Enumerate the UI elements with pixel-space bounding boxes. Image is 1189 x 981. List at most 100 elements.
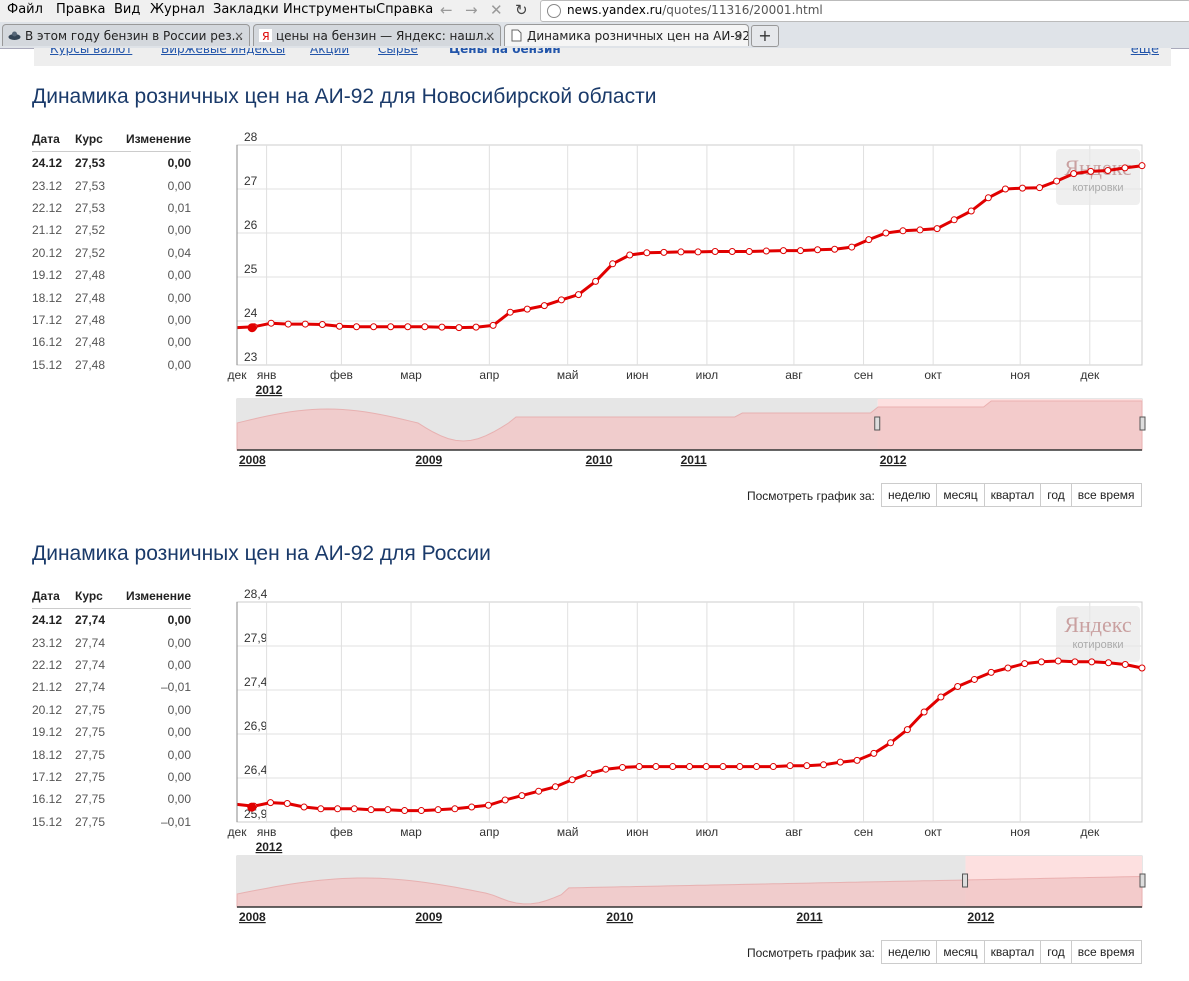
data-point	[626, 251, 634, 259]
subnav-commodities[interactable]: Сырье	[378, 48, 418, 56]
menu-bookmarks[interactable]: Закладки	[213, 2, 279, 17]
tab-close-icon[interactable]: ×	[732, 29, 743, 43]
menu-file[interactable]: Файл	[7, 2, 43, 17]
subnav-indices[interactable]: Биржевые индексы	[161, 48, 286, 56]
cell-date: 24.12	[32, 156, 63, 171]
cell-change: 0,00	[167, 223, 191, 238]
cell-rate: 27,53	[75, 178, 106, 193]
table-row: 16.12 27,75 0,00	[32, 788, 191, 810]
range-all-button[interactable]: все время	[1077, 488, 1135, 502]
subnav-more-link[interactable]: еще	[1130, 48, 1159, 57]
cell-rate: 27,75	[75, 747, 106, 762]
navigator-year-label: 2010	[606, 910, 633, 924]
range-month-button[interactable]: месяц	[937, 484, 985, 506]
tab-current-page[interactable]: Динамика розничных цен на АИ-92 ×	[504, 24, 749, 46]
x-month-label: авг	[785, 368, 803, 382]
table-row: 24.12 27,53 0,00	[32, 152, 191, 175]
data-point	[367, 806, 375, 814]
data-point	[937, 693, 945, 701]
table-row: 20.12 27,75 0,00	[32, 699, 191, 721]
menu-edit[interactable]: Правка	[56, 2, 106, 17]
range-all-button[interactable]: все время	[1077, 945, 1135, 959]
data-point	[865, 236, 873, 244]
data-point	[387, 323, 395, 331]
subnav-currency[interactable]: Курсы валют	[50, 48, 133, 56]
globe-icon	[547, 4, 561, 18]
navigator-year-label: 2011	[681, 453, 707, 467]
range-week-button[interactable]: неделю	[882, 484, 938, 506]
data-point	[719, 763, 727, 771]
data-point	[1138, 664, 1146, 672]
data-point	[916, 226, 924, 234]
menu-view[interactable]: Вид	[114, 2, 141, 17]
plot-area	[236, 144, 1143, 366]
col-rate: Курс	[75, 129, 121, 152]
reload-icon[interactable]: ↻	[515, 1, 528, 19]
data-point	[484, 801, 492, 809]
data-point	[618, 763, 626, 771]
col-change: Изменение	[121, 129, 191, 152]
cell-date: 23.12	[32, 635, 63, 650]
back-arrow-icon[interactable]: ←	[440, 1, 453, 19]
url-path: /quotes/11316/20001.html	[662, 3, 823, 17]
current-point-marker	[247, 802, 257, 812]
cell-rate: 27,74	[75, 657, 106, 672]
cell-rate: 27,48	[75, 335, 106, 350]
subnav-stocks[interactable]: Акции	[310, 48, 350, 56]
data-point	[384, 806, 392, 814]
navigator-area-series	[236, 400, 1143, 451]
range-month-button[interactable]: месяц	[937, 941, 985, 963]
cell-change: 0,01	[167, 200, 191, 215]
cell-date: 18.12	[32, 290, 63, 305]
cell-date: 16.12	[32, 792, 63, 807]
yandex-watermark-bg	[1056, 606, 1140, 662]
address-bar[interactable]: news.yandex.ru/quotes/11316/20001.html	[540, 0, 1189, 22]
yandex-watermark-caption: котировки	[1072, 182, 1123, 194]
table-row: 17.12 27,75 0,00	[32, 766, 191, 788]
range-year-button[interactable]: год	[1041, 941, 1072, 963]
forward-arrow-icon[interactable]: →	[465, 1, 478, 19]
data-point	[736, 763, 744, 771]
data-point	[711, 247, 719, 255]
menu-history[interactable]: Журнал	[150, 2, 205, 17]
data-point	[1104, 167, 1112, 175]
x-month-label: окт	[924, 368, 942, 382]
new-tab-button[interactable]: +	[751, 25, 779, 47]
tab-news-article[interactable]: В этом году бензин в России рез... ×	[2, 24, 250, 46]
x-month-label: июл	[696, 368, 718, 382]
cell-change: 0,00	[167, 613, 191, 628]
tab-yandex-search[interactable]: Я цены на бензин — Яндекс: нашл... ×	[253, 24, 501, 46]
range-quarter-button[interactable]: квартал	[985, 941, 1042, 963]
cell-date: 18.12	[32, 747, 63, 762]
x-month-label: июн	[626, 368, 648, 382]
x-month-label: фев	[330, 368, 353, 382]
menu-help[interactable]: Справка	[376, 2, 434, 17]
x-month-label: фев	[330, 825, 353, 839]
data-point	[635, 763, 643, 771]
x-month-label: мар	[400, 368, 422, 382]
table-row: 20.12 27,52 0,04	[32, 242, 191, 264]
tab-close-icon[interactable]: ×	[484, 29, 495, 43]
cell-date: 23.12	[32, 178, 63, 193]
range-year-button[interactable]: год	[1041, 484, 1072, 506]
quotes-subnav: Курсы валют Биржевые индексы Акции Сырье…	[34, 48, 1171, 66]
menu-tools[interactable]: Инструменты	[283, 2, 377, 17]
data-point	[318, 321, 326, 329]
x-month-label: окт	[924, 825, 942, 839]
cell-change: 0,00	[167, 747, 191, 762]
table-row: 19.12 27,75 0,00	[32, 721, 191, 743]
data-point	[609, 260, 617, 268]
x-month-label: ноя	[1010, 825, 1030, 839]
stop-icon[interactable]: ✕	[490, 1, 503, 19]
range-quarter-button[interactable]: квартал	[985, 484, 1042, 506]
range-week-button[interactable]: неделю	[882, 941, 938, 963]
data-point	[335, 322, 343, 330]
table-row: 23.12 27,74 0,00	[32, 631, 191, 653]
navigator-year-label: 2012	[880, 453, 907, 467]
data-point	[954, 682, 962, 690]
tab-close-icon[interactable]: ×	[233, 29, 244, 43]
data-point	[1021, 660, 1029, 668]
cell-date: 17.12	[32, 769, 63, 784]
